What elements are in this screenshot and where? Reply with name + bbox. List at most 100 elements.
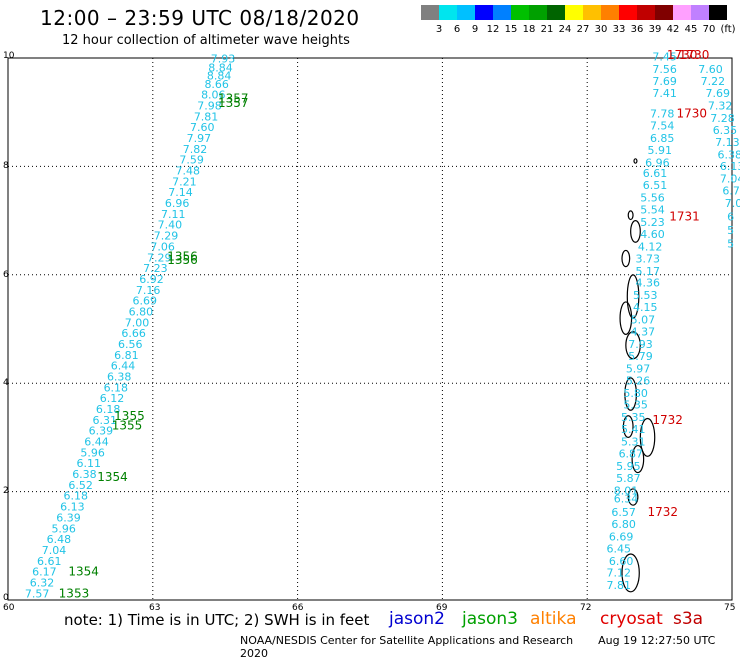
swh-value: 6.80: [611, 518, 636, 531]
swh-value: 7.41: [652, 87, 677, 100]
swh-value: 7.04: [42, 544, 67, 557]
swh-value: 7.48: [175, 165, 200, 178]
y-tick-label: 8: [3, 161, 9, 171]
swh-value: 7.23: [143, 262, 168, 275]
y-tick-label: 4: [3, 378, 9, 388]
color-scale-label: 70: [702, 24, 716, 35]
color-scale-label: 33: [612, 24, 626, 35]
swh-value: 7.81: [194, 110, 219, 123]
pass-time-label: 1356: [167, 250, 198, 264]
swh-value: 7.45: [652, 51, 677, 64]
color-swatch: [421, 5, 439, 20]
swh-value: 5: [727, 238, 734, 251]
swh-value: 7.56: [652, 63, 677, 76]
island-outline: [621, 553, 640, 593]
swh-value: 5.41: [621, 423, 646, 436]
swh-value: 6.44: [111, 360, 136, 373]
pass-time-label: 1357: [218, 91, 249, 105]
swh-value: 5.79: [628, 350, 653, 363]
x-tick-label: 63: [149, 603, 161, 613]
swh-value: 5.96: [51, 522, 76, 535]
pass-time-label: 1354: [97, 470, 128, 484]
swh-value: 8.06: [201, 89, 226, 102]
pass-time-label: 1732: [648, 505, 679, 519]
pass-time-label: 1732: [652, 413, 683, 427]
swh-value: 7.69: [652, 75, 677, 88]
swh-value: 5.35: [621, 411, 646, 424]
swh-value: 7.04: [720, 173, 740, 186]
color-swatch: [475, 5, 493, 20]
y-tick-label: 10: [3, 51, 15, 61]
pass-time-label: 1354: [68, 565, 99, 579]
swh-value: 7.82: [183, 143, 208, 156]
plot-frame: [7, 57, 733, 601]
color-swatch: [493, 5, 511, 20]
color-scale-label: 42: [666, 24, 680, 35]
swh-value: 6.12: [100, 392, 125, 405]
swh-value: 7.32: [708, 99, 733, 112]
pass-time-label: 1355: [114, 409, 145, 423]
color-swatch: [655, 5, 673, 20]
color-scale-label: 45: [684, 24, 698, 35]
swh-value: 5.53: [633, 289, 658, 302]
swh-value: 6.13: [720, 160, 740, 173]
swh-value: 6.96: [645, 156, 670, 169]
swh-value: 8.01: [614, 484, 639, 497]
swh-value: 6.69: [609, 530, 634, 543]
color-scale-label: 24: [558, 24, 572, 35]
color-swatch: [583, 5, 601, 20]
island-outline: [625, 331, 641, 360]
swh-value: 7.93: [628, 338, 653, 351]
swh-value: 5.07: [631, 314, 656, 327]
swh-value: 7.12: [607, 567, 632, 580]
color-swatch: [529, 5, 547, 20]
swh-value: 8.84: [207, 70, 232, 83]
swh-value: 7.81: [607, 579, 632, 592]
swh-value: 6.17: [32, 566, 57, 579]
swh-value: 6.87: [619, 447, 644, 460]
swh-value: 6.45: [607, 542, 632, 555]
swh-value: 6.96: [165, 197, 190, 210]
island-outline: [633, 158, 638, 164]
swh-value: 7.06: [150, 240, 175, 253]
pass-time-label: 1357: [218, 96, 249, 110]
island-outline: [622, 415, 634, 438]
swh-value: 8.66: [204, 78, 229, 91]
swh-value: 4.37: [631, 326, 656, 339]
swh-value: 7.54: [650, 120, 675, 133]
swh-value: 6.80: [129, 305, 154, 318]
swh-value: 6.60: [609, 555, 634, 568]
swh-value: 5.96: [80, 446, 105, 459]
pass-time-label: 1730: [667, 48, 698, 62]
swh-value: 5.26: [626, 374, 651, 387]
island-outline: [627, 210, 634, 221]
color-scale-unit: (ft): [720, 24, 736, 35]
swh-value: 4.60: [640, 228, 665, 241]
swh-value: 7.97: [187, 132, 212, 145]
swh-value: 7.78: [650, 108, 675, 121]
y-tick-label: 2: [3, 486, 9, 496]
swh-value: 6.92: [139, 273, 164, 286]
swh-value: 5.31: [621, 436, 646, 449]
x-tick-label: 72: [580, 603, 592, 613]
swh-value: 7.29: [154, 230, 179, 243]
color-swatch: [691, 5, 709, 20]
color-scale-label: 21: [540, 24, 554, 35]
swh-value: 5.56: [640, 192, 665, 205]
island-outline: [631, 444, 645, 474]
swh-value: 4.15: [633, 301, 658, 314]
color-scale-label: 39: [648, 24, 662, 35]
swh-value: 6.18: [64, 490, 89, 503]
swh-value: 6.39: [89, 425, 114, 438]
legend-jason3: jason3: [462, 609, 518, 629]
pass-time-label: 1353: [59, 586, 90, 600]
color-scale-label: 27: [576, 24, 590, 35]
swh-value: 6.39: [56, 511, 80, 524]
color-scale-label: 12: [486, 24, 500, 35]
color-swatch: [673, 5, 691, 20]
swh-value: 6.35: [713, 124, 738, 137]
legend-jason2: jason2: [389, 609, 445, 629]
color-swatch: [619, 5, 637, 20]
swh-value: 6.52: [68, 479, 93, 492]
